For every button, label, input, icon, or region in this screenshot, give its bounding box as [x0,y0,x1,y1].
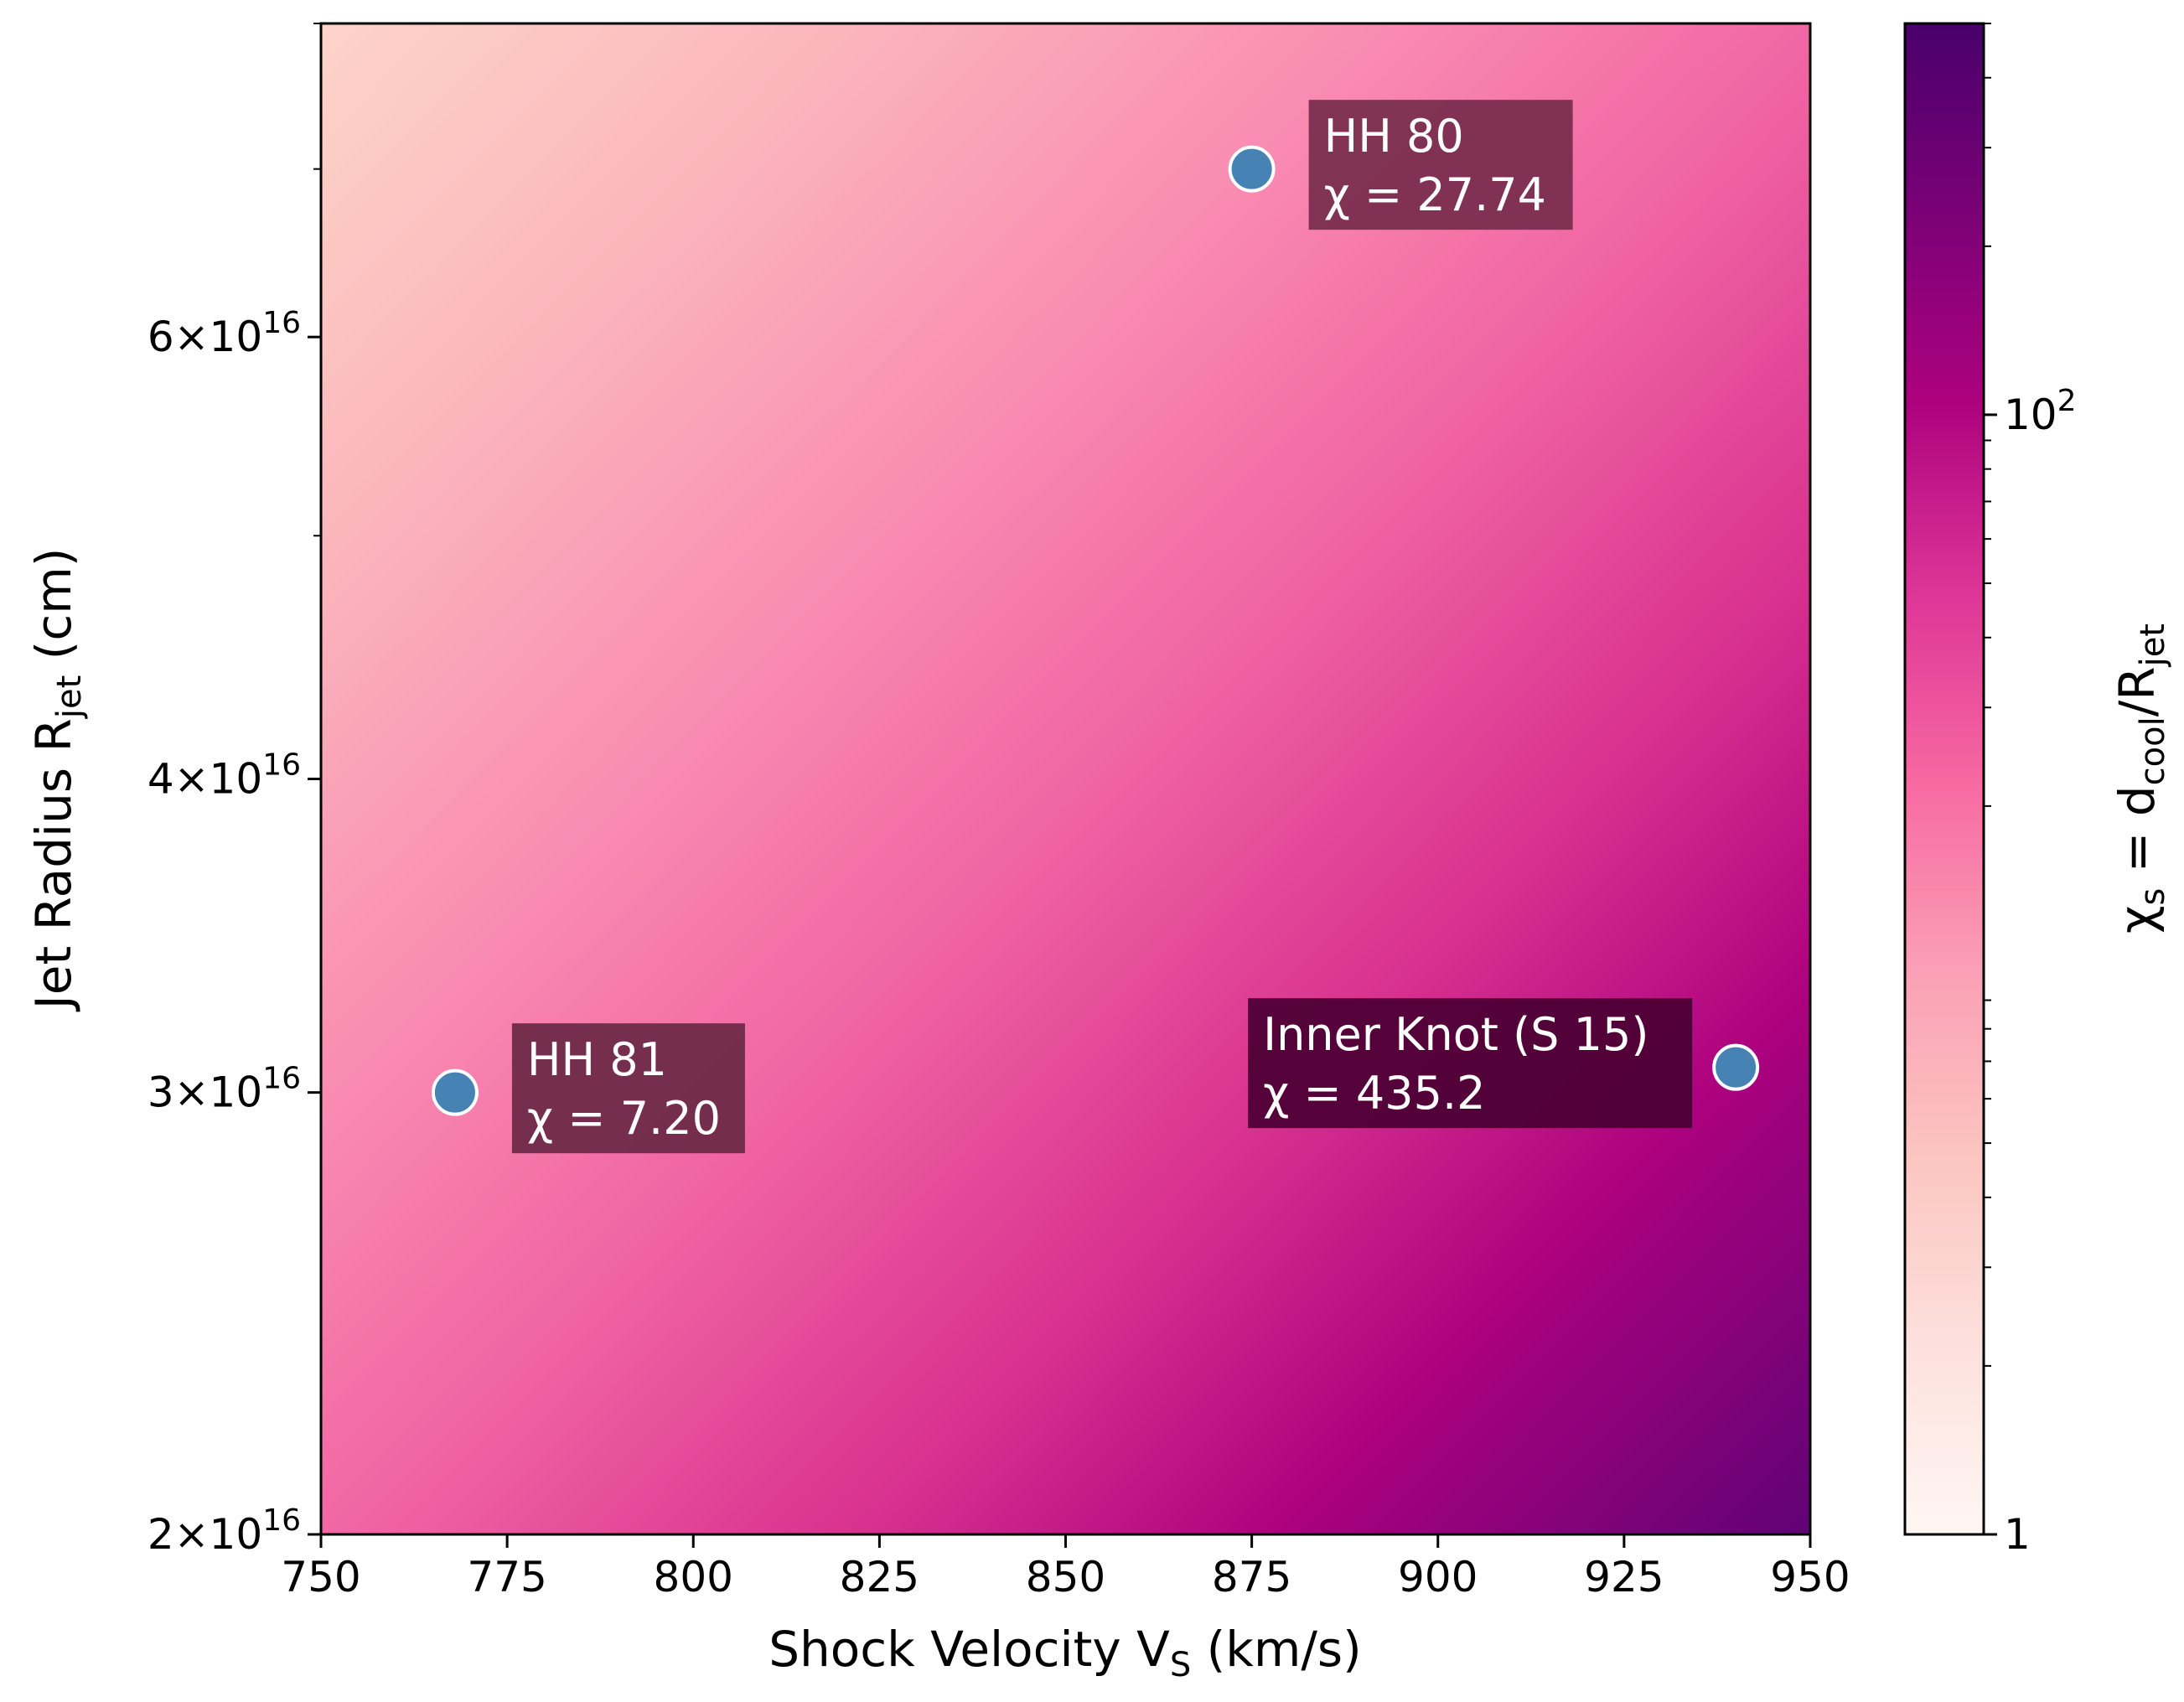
x-tick-label: 900 [1398,1553,1478,1601]
annotation-box [1308,100,1573,230]
point-name-label: HH 80 [1324,110,1464,163]
point-chi-label: χ = 27.74 [1324,168,1546,221]
x-tick-label: 750 [281,1553,360,1601]
point-name-label: HH 81 [527,1033,667,1086]
point-chi-label: χ = 7.20 [527,1092,721,1145]
annotation-box [511,1023,745,1154]
x-tick-label: 850 [1026,1553,1105,1601]
x-axis-title: Shock Velocity VS (km/s) [769,1621,1362,1684]
colorbar-tick-label: 102 [2004,384,2077,439]
data-point [1712,1043,1760,1091]
heatmap-field [321,23,1810,1534]
y-tick-label: 2×1016 [147,1503,301,1559]
x-tick-label: 775 [467,1553,546,1601]
y-axis-title: Jet Radius Rjet (cm) [25,548,89,1012]
data-point [1228,145,1276,193]
colorbar-axis: 1 102 [1984,23,2077,1559]
colorbar-title: χs = dcool/Rjet [2109,623,2172,934]
data-point [431,1068,479,1116]
x-tick-label: 875 [1212,1553,1291,1601]
colorbar [1903,22,1985,1536]
annotation-box [1248,998,1693,1129]
x-axis: 750 775 800 825 850 875 900 925 950 [281,1534,1850,1601]
data-points: HH 81 χ = 7.20 HH 80χ = 27.74 Inner Knot (S… [431,100,1760,1154]
point-chi-label: χ = 435.2 [1263,1067,1485,1120]
point-name-label: Inner Knot (S 15) [1263,1008,1648,1061]
x-tick-label: 925 [1584,1553,1664,1601]
x-tick-label: 950 [1770,1553,1850,1601]
colorbar-tick-label: 1 [2004,1510,2031,1559]
x-tick-label: 825 [840,1553,919,1601]
y-tick-label: 6×1016 [147,306,301,361]
x-tick-label: 800 [654,1553,733,1601]
y-tick-label: 4×1016 [147,748,301,804]
y-axis: 2×1016 3×1016 4×1016 6×1016 [147,23,321,1559]
y-tick-label: 3×1016 [147,1062,301,1117]
